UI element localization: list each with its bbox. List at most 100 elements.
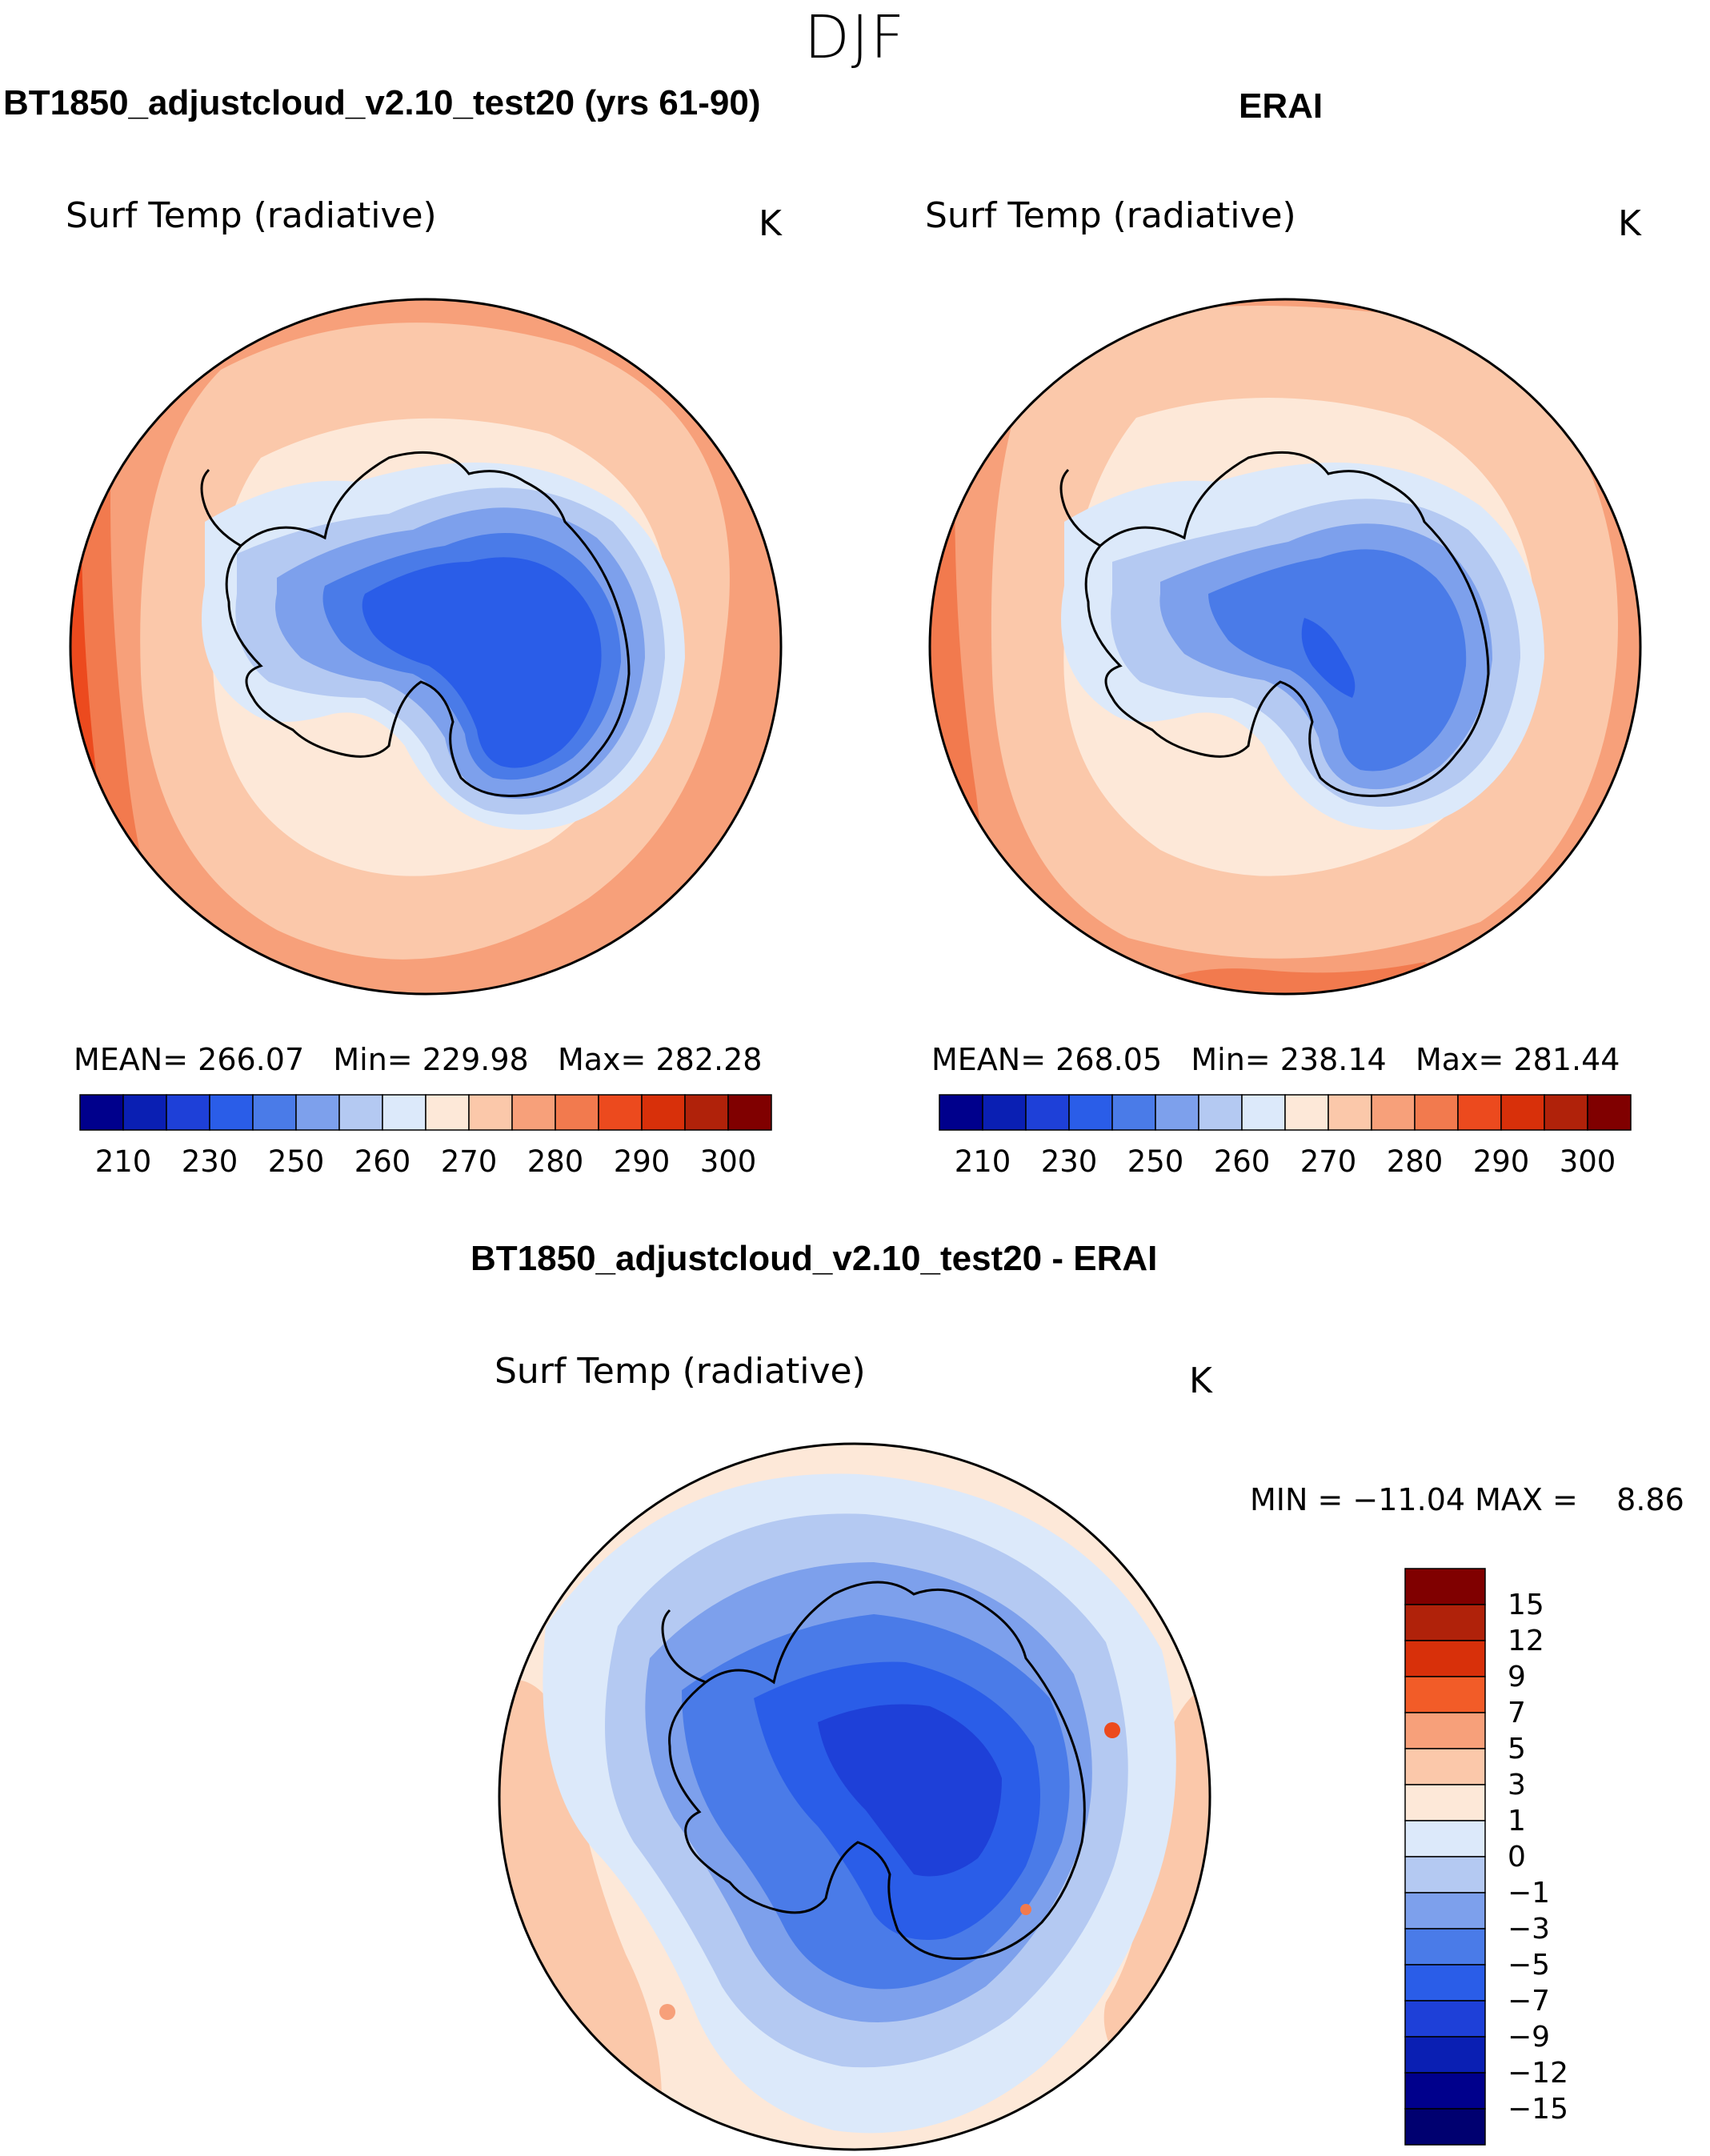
panel2-colorbar-swatch xyxy=(1328,1094,1372,1131)
panel2-colorbar-swatch xyxy=(1025,1094,1070,1131)
panel2-mean-value: 268.05 xyxy=(1055,1042,1163,1077)
panel2-colorbar-swatch xyxy=(1241,1094,1286,1131)
diff-colorbar-tick-label: −7 xyxy=(1508,1985,1550,2018)
diff-colorbar-tick-label: 0 xyxy=(1508,1841,1526,1873)
diff-colorbar-swatch xyxy=(1404,1964,1486,2002)
diff-colorbar-tick-label: 12 xyxy=(1508,1625,1544,1657)
diff-peninsula-coast xyxy=(661,1609,707,1684)
panel2-colorbar-tick-label: 270 xyxy=(1300,1144,1357,1179)
panel1-colorbar-swatch xyxy=(338,1094,383,1131)
panel1-mean-label: MEAN= xyxy=(74,1042,189,1077)
diff-colorbar: 15 12 9 7 5 3 1 0 −1−3−5−7−9−12−15 xyxy=(1404,1568,1568,2146)
panel1-ice-coldest xyxy=(362,557,602,768)
diff-colorbar-swatch xyxy=(1404,1784,1486,1821)
panel2-colorbar: 210 230 250 260 270 280 290 300 xyxy=(939,1094,1632,1179)
panel2-colorbar-tick-label: 260 xyxy=(1214,1144,1271,1179)
panel2-colorbar-tick-label: 230 xyxy=(1041,1144,1098,1179)
panel1-min-value: 229.98 xyxy=(422,1042,529,1077)
panel2-colorbar-tick-label: 250 xyxy=(1127,1144,1184,1179)
panel2-peninsula-coast xyxy=(1059,468,1101,547)
diff-map-border xyxy=(498,1442,1211,2151)
panel2-ice-deep xyxy=(1301,618,1356,698)
panel1-colorbar-swatch xyxy=(122,1094,167,1131)
panel1-colorbar-tick-label: 280 xyxy=(527,1144,584,1179)
panel2-colorbar-swatch xyxy=(1371,1094,1416,1131)
panel1-colorbar-tick-label: 270 xyxy=(441,1144,498,1179)
panel1-stats: MEAN= 266.07 Min= 229.98 Max= 282.28 xyxy=(74,1042,762,1077)
panel2-colorbar-swatch xyxy=(1111,1094,1156,1131)
panel1-colorbar-swatch xyxy=(425,1094,470,1131)
diff-colorbar-tick-label: 15 xyxy=(1508,1589,1544,1621)
diff-colorbar-tick-label: 3 xyxy=(1508,1769,1526,1801)
panel2-coastline xyxy=(1084,451,1490,797)
diff-colorbar-tick-label: −15 xyxy=(1508,2093,1568,2126)
panel2-colorbar-tick-label: 290 xyxy=(1473,1144,1530,1179)
panel1-coastline xyxy=(225,451,631,797)
diff-ice-strongest xyxy=(818,1704,1002,1877)
panel1-colorbar-tick-label: 260 xyxy=(354,1144,411,1179)
panel2-max-value: 281.44 xyxy=(1513,1042,1620,1077)
panel2-colorbar-swatch xyxy=(939,1094,983,1131)
panel1-colorbar-swatch xyxy=(684,1094,729,1131)
panel1-colorbar-swatch xyxy=(79,1094,124,1131)
panel2-min-label: Min= xyxy=(1191,1042,1271,1077)
panel2-colorbar-swatch xyxy=(1544,1094,1588,1131)
panel1-title: BT1850_adjustcloud_v2.10_test20 (yrs 61-… xyxy=(3,83,761,122)
panel1-colorbar-swatch xyxy=(252,1094,297,1131)
panel2-title: ERAI xyxy=(1239,86,1324,126)
panel2-colorbar-tick-label: 300 xyxy=(1560,1144,1616,1179)
panel1-colorbar: 210 230 250 260 270 280 290 300 xyxy=(79,1094,772,1179)
panel1-colorbar-swatch xyxy=(209,1094,254,1131)
panel1-colorbar-swatch xyxy=(555,1094,599,1131)
diff-colorbar-swatch xyxy=(1404,1568,1486,1605)
season-title: DJF xyxy=(803,3,907,72)
panel2-min-value: 238.14 xyxy=(1279,1042,1387,1077)
panel2-colorbar-tick-label: 210 xyxy=(955,1144,1011,1179)
diff-colorbar-swatch xyxy=(1404,1748,1486,1785)
panel2-colorbar-swatch xyxy=(1155,1094,1199,1131)
diff-colorbar-swatch xyxy=(1404,1928,1486,1966)
panel2-stats: MEAN= 268.05 Min= 238.14 Max= 281.44 xyxy=(931,1042,1620,1077)
panel2-mean-label: MEAN= xyxy=(931,1042,1047,1077)
diff-colorbar-tick-label: −1 xyxy=(1508,1877,1550,1910)
panel2-colorbar-swatch xyxy=(1198,1094,1243,1131)
diff-colorbar-tick-label: −12 xyxy=(1508,2057,1568,2090)
diff-colorbar-tick-label: 1 xyxy=(1508,1805,1526,1837)
panel1-colorbar-tick-label: 250 xyxy=(268,1144,325,1179)
panel1-colorbar-swatch xyxy=(382,1094,426,1131)
panel1-colorbar-swatch xyxy=(511,1094,556,1131)
panel2-colorbar-swatch xyxy=(1587,1094,1632,1131)
diff-variable-name: Surf Temp (radiative) xyxy=(495,1351,866,1392)
panel1-colorbar-tick-label: 290 xyxy=(614,1144,671,1179)
diff-colorbar-tick-label: −9 xyxy=(1508,2021,1550,2054)
panel1-colorbar-swatch xyxy=(641,1094,686,1131)
panel1-colorbar-swatch xyxy=(468,1094,513,1131)
panel2-map xyxy=(928,298,1642,996)
panel2-colorbar-tick-label: 280 xyxy=(1387,1144,1444,1179)
panel1-colorbar-tick-label: 230 xyxy=(182,1144,238,1179)
panel1-peninsula-coast xyxy=(200,468,242,547)
panel1-colorbar-tick-label: 300 xyxy=(700,1144,757,1179)
panel1-colorbar-swatch xyxy=(166,1094,210,1131)
panel2-colorbar-swatch xyxy=(1284,1094,1329,1131)
diff-colorbar-tick-label: 9 xyxy=(1508,1661,1526,1693)
diff-colorbar-tick-label: 5 xyxy=(1508,1733,1526,1765)
diff-colorbar-swatch xyxy=(1404,2036,1486,2074)
diff-title: BT1850_adjustcloud_v2.10_test20 - ERAI xyxy=(471,1239,1158,1278)
panel1-colorbar-swatch xyxy=(295,1094,340,1131)
diff-colorbar-tick-label: 7 xyxy=(1508,1697,1526,1729)
diff-colorbar-swatch xyxy=(1404,1712,1486,1749)
diff-min-max-stats: MIN = −11.04 MAX = 8.86 xyxy=(1250,1482,1684,1517)
diff-colorbar-swatch xyxy=(1404,2072,1486,2110)
panel1-colorbar-tick-label: 210 xyxy=(95,1144,152,1179)
diff-spot-southwest xyxy=(659,2004,675,2020)
diff-colorbar-swatch xyxy=(1404,2000,1486,2038)
diff-colorbar-swatch xyxy=(1404,1640,1486,1677)
panel2-map-border xyxy=(928,298,1642,996)
panel1-units: K xyxy=(759,203,782,244)
diff-units: K xyxy=(1189,1361,1212,1401)
diff-coastline xyxy=(668,1581,1086,1961)
diff-colorbar-swatch xyxy=(1404,2108,1486,2146)
diff-map xyxy=(498,1442,1211,2151)
panel2-max-label: Max= xyxy=(1415,1042,1504,1077)
